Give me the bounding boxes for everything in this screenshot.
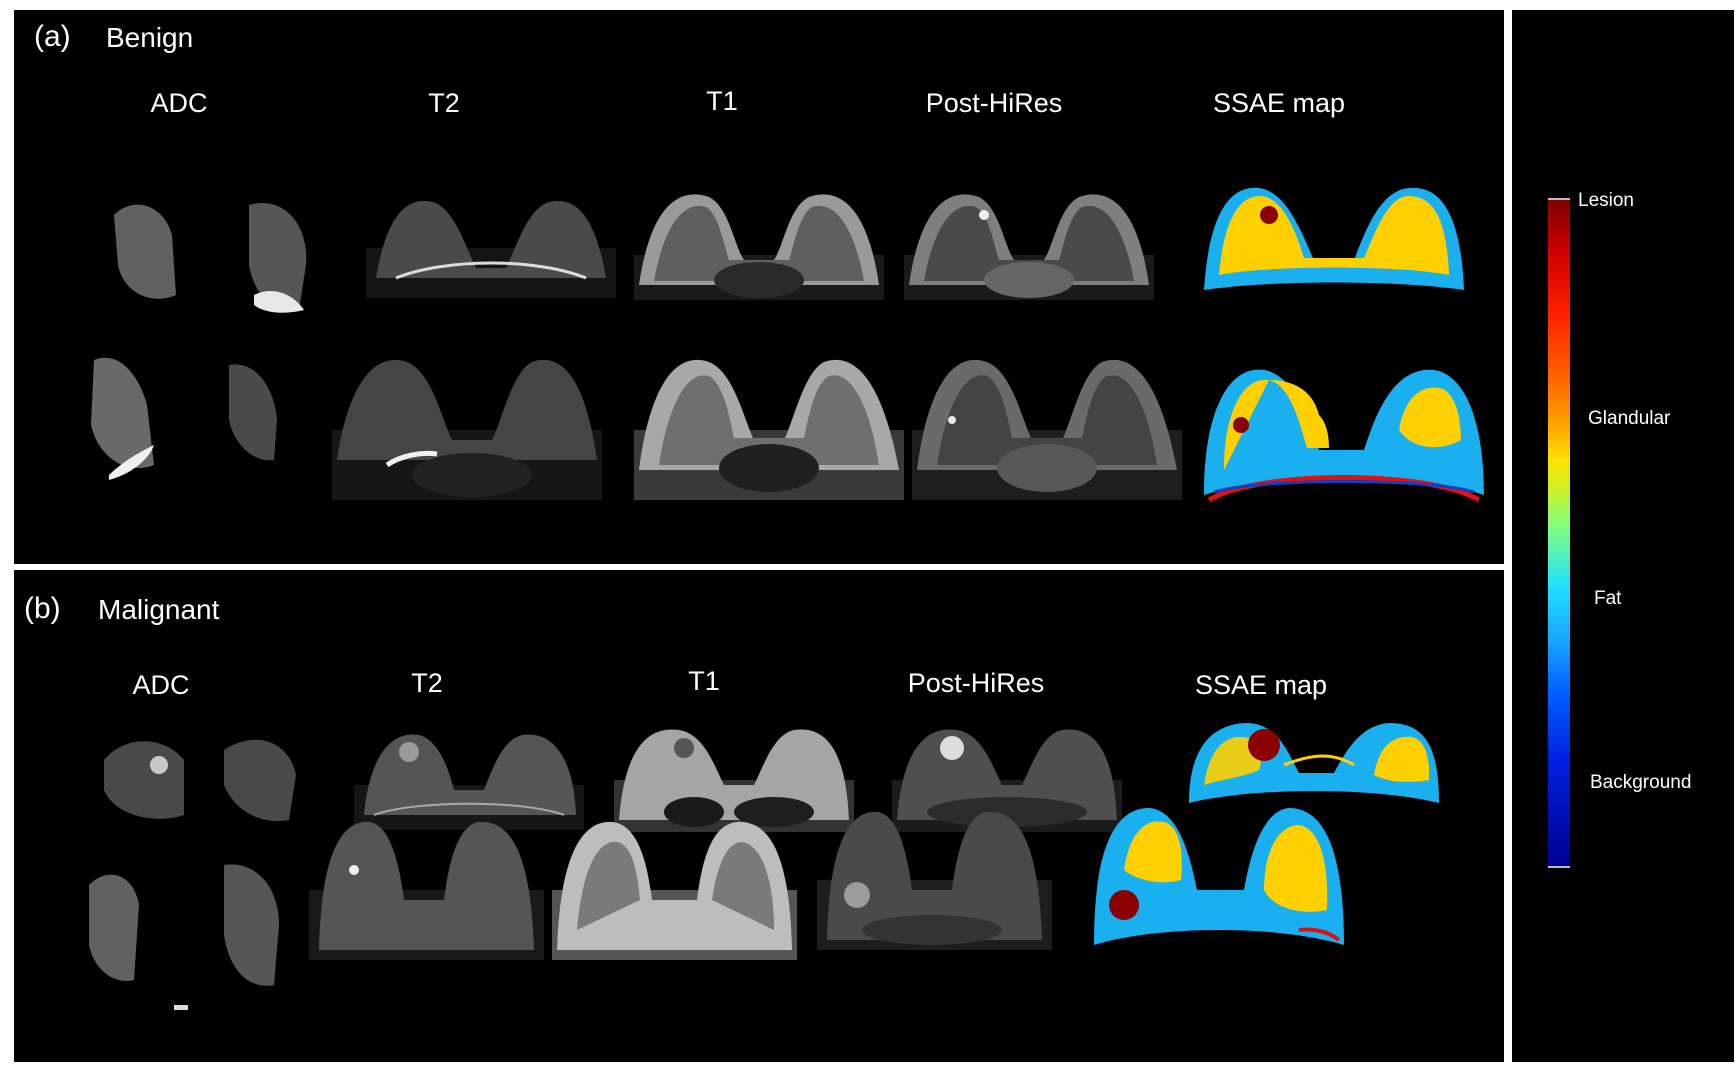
ssae-map-malignant-2 [1089, 800, 1349, 950]
colorbar-label-glandular: Glandular [1588, 408, 1671, 429]
column-label-post-hires: Post-HiRes [907, 668, 1045, 698]
panel-title-malignant: Malignant [98, 594, 220, 625]
panel-benign: (a) Benign ADC T2 T1 Post-HiRes SSAE map [14, 10, 1504, 564]
colorbar [1548, 198, 1570, 868]
colorbar-label-lesion: Lesion [1578, 190, 1634, 211]
ssae-map-benign-2 [1199, 360, 1489, 505]
colorbar-label-background: Background [1590, 772, 1692, 793]
colorbar-panel: Lesion Glandular Fat Background [1512, 10, 1734, 1062]
mri-image-t2-malignant-2 [309, 810, 544, 960]
mri-image-adc-malignant-1 [84, 720, 314, 840]
mri-image-post-hires-malignant-1 [892, 720, 1122, 832]
column-label-t2: T2 [411, 668, 443, 698]
column-label-t2: T2 [428, 88, 460, 118]
mri-image-post-hires-malignant-2 [817, 800, 1052, 950]
column-label-post-hires: Post-HiRes [925, 88, 1063, 118]
mri-image-t2-malignant-1 [354, 720, 584, 830]
panel-label-a: (a) [34, 20, 71, 53]
panel-label-b: (b) [24, 592, 61, 625]
panel-malignant: (b) Malignant ADC T2 T1 Post-HiRes SSAE … [14, 570, 1504, 1062]
column-label-t1: T1 [706, 86, 738, 116]
column-label-t1: T1 [688, 666, 720, 696]
ssae-map-malignant-1 [1184, 715, 1444, 815]
column-label-adc: ADC [150, 88, 208, 118]
column-label-adc: ADC [132, 670, 190, 700]
mri-image-t1-benign-1 [634, 185, 884, 300]
colorbar-label-fat: Fat [1594, 588, 1622, 609]
panel-title-benign: Benign [106, 22, 194, 53]
mri-image-adc-malignant-2 [74, 855, 294, 1015]
mri-image-adc-benign-1 [94, 185, 324, 325]
ssae-map-benign-1 [1199, 180, 1469, 305]
column-label-ssae-map: SSAE map [1212, 88, 1346, 118]
mri-image-t2-benign-1 [366, 188, 616, 298]
mri-image-post-hires-benign-2 [912, 350, 1182, 500]
column-label-ssae-map: SSAE map [1194, 670, 1328, 700]
mri-image-t1-benign-2 [634, 350, 904, 500]
mri-image-post-hires-benign-1 [904, 185, 1154, 300]
mri-image-t2-benign-2 [332, 350, 602, 500]
mri-image-t1-malignant-2 [552, 810, 797, 960]
mri-image-adc-benign-2 [69, 345, 319, 495]
